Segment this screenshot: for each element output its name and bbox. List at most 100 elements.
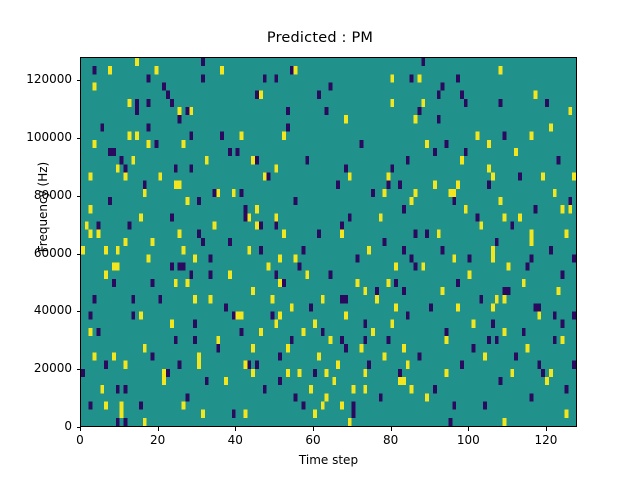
- heatmap-cell-high: [367, 246, 372, 255]
- heatmap-cell: [452, 401, 457, 410]
- heatmap-cell: [363, 385, 368, 394]
- heatmap-cell: [487, 336, 491, 345]
- heatmap-cell-low: [285, 123, 290, 132]
- heatmap-cell-high: [382, 352, 387, 361]
- heatmap-cell: [572, 254, 576, 263]
- heatmap-cell-low: [216, 344, 221, 353]
- heatmap-cell: [401, 376, 406, 386]
- heatmap-cell-high: [278, 278, 283, 287]
- heatmap-cell: [127, 131, 132, 140]
- heatmap-cell: [444, 368, 449, 377]
- heatmap-cell-low: [514, 352, 518, 361]
- heatmap-cell-high: [487, 164, 491, 173]
- heatmap-cell-high: [193, 254, 198, 263]
- y-tick-mark: [76, 253, 80, 255]
- heatmap-cell-high: [119, 409, 124, 418]
- heatmap-cell-high: [324, 393, 329, 402]
- heatmap-cell-low: [197, 229, 201, 238]
- heatmap-cell-low: [224, 303, 228, 312]
- heatmap-cell-high: [564, 229, 569, 238]
- heatmap-cell: [432, 147, 437, 157]
- heatmap-cell-high: [181, 401, 186, 410]
- x-tick-mark: [80, 427, 81, 431]
- heatmap-cell: [258, 221, 263, 230]
- heatmap-cell-low: [278, 352, 283, 361]
- heatmap-cell-low: [552, 336, 557, 345]
- heatmap-cell-low: [483, 401, 488, 410]
- heatmap-cell: [251, 156, 256, 165]
- heatmap-cell-high: [521, 278, 526, 287]
- heatmap-cell-low: [421, 58, 426, 67]
- heatmap-cell-high: [88, 172, 93, 181]
- heatmap-cell-low: [154, 139, 159, 148]
- heatmap-cell-high: [123, 172, 128, 181]
- heatmap-cell-low: [108, 197, 112, 206]
- heatmap-cell-low: [467, 254, 472, 263]
- x-tick-mark: [468, 427, 470, 431]
- heatmap-cell-low: [359, 139, 364, 148]
- heatmap-cell-low: [227, 237, 232, 247]
- heatmap-cell: [197, 197, 201, 206]
- heatmap-cell: [490, 303, 495, 312]
- heatmap-cell-low: [479, 295, 484, 304]
- heatmap-cell: [177, 262, 182, 271]
- y-tick-label: 80000: [33, 187, 72, 202]
- heatmap-cell: [289, 66, 294, 75]
- heatmap-cell-low: [490, 319, 495, 328]
- heatmap-cell-low: [289, 336, 294, 345]
- heatmap-cell-low: [166, 368, 170, 377]
- heatmap-cell-low: [169, 213, 174, 222]
- heatmap-cell: [104, 360, 109, 369]
- heatmap-cell-high: [139, 311, 143, 320]
- heatmap-cell: [81, 368, 85, 377]
- heatmap-cell: [181, 246, 186, 255]
- heatmap-cell-high: [258, 327, 263, 337]
- heatmap-cell-low: [436, 115, 441, 124]
- heatmap-cell: [274, 270, 279, 279]
- heatmap-cell-high: [204, 156, 209, 165]
- heatmap-cell-high: [162, 376, 167, 386]
- heatmap-cell: [131, 295, 136, 304]
- heatmap-cell-high: [285, 344, 290, 353]
- heatmap-cell-high: [328, 336, 333, 345]
- heatmap-cell-high: [96, 229, 101, 238]
- heatmap-cell: [409, 254, 414, 263]
- heatmap-cell-high: [262, 172, 267, 181]
- heatmap-cell: [316, 90, 321, 99]
- heatmap-cell-low: [301, 401, 306, 410]
- heatmap-cell-high: [305, 270, 310, 279]
- heatmap-cell-low: [262, 385, 267, 394]
- heatmap-cell-low: [204, 376, 209, 386]
- heatmap-cell: [181, 139, 186, 148]
- heatmap-cell-high: [510, 368, 515, 377]
- heatmap-cell-high: [212, 221, 217, 230]
- heatmap-cell-low: [409, 74, 414, 83]
- heatmap-cell: [548, 368, 553, 377]
- heatmap-cell-low: [517, 172, 522, 181]
- heatmap-cell: [572, 172, 576, 181]
- heatmap-cell-low: [556, 156, 561, 165]
- heatmap-cell: [243, 409, 248, 418]
- heatmap-cell-low: [115, 417, 120, 426]
- heatmap-cell-high: [227, 270, 232, 279]
- heatmap-cell: [572, 360, 576, 369]
- heatmap-cell: [146, 123, 151, 132]
- heatmap-cell-high: [115, 262, 120, 271]
- heatmap-cell-high: [247, 246, 252, 255]
- heatmap-axes: [80, 57, 577, 427]
- heatmap-cell-high: [456, 303, 460, 312]
- heatmap-cell-low: [297, 262, 302, 271]
- heatmap-cell-high: [502, 327, 507, 337]
- heatmap-cell-low: [456, 278, 460, 287]
- heatmap-cell-high: [332, 376, 337, 386]
- x-tick-label: 0: [76, 433, 84, 447]
- heatmap-cell: [104, 246, 109, 255]
- heatmap-cell-high: [92, 82, 97, 91]
- heatmap-cell-low: [537, 303, 542, 312]
- heatmap-cell-high: [440, 286, 445, 296]
- heatmap-cell-low: [255, 90, 259, 99]
- heatmap-cell: [274, 74, 279, 83]
- heatmap-cell-high: [169, 319, 174, 328]
- heatmap-cell-low: [258, 246, 263, 255]
- heatmap-cell: [560, 319, 565, 328]
